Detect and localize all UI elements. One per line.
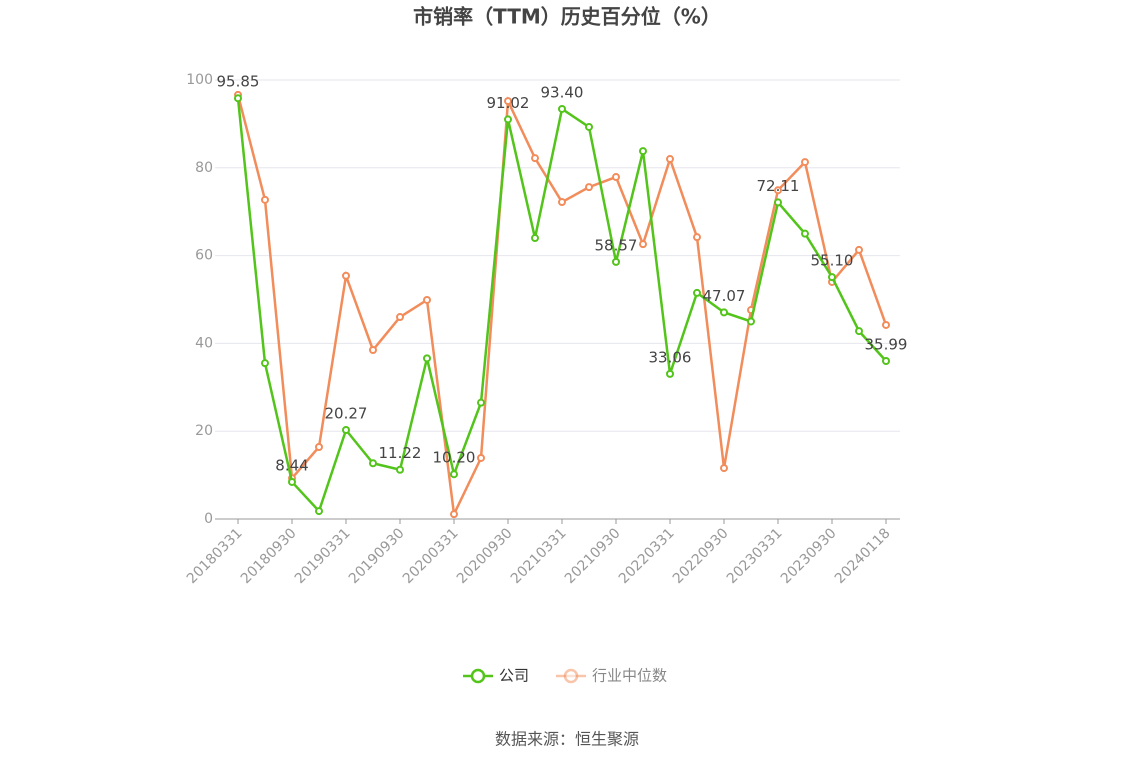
source: 数据来源：恒生聚源: [495, 730, 639, 749]
point: [558, 104, 566, 113]
point: [693, 288, 701, 297]
point: [396, 465, 404, 474]
series-line: [236, 94, 888, 519]
y-tick-label: 80: [195, 160, 213, 176]
x-tick-label: 20220331: [616, 525, 678, 587]
point: [315, 443, 323, 452]
legend-marker: [470, 668, 486, 684]
point: [450, 510, 458, 519]
x-tick-label: 20180930: [238, 525, 300, 587]
point: [504, 115, 512, 124]
data-label: 35.99: [865, 336, 908, 354]
point: [666, 155, 674, 164]
legend-label: 公司: [499, 667, 529, 685]
point: [882, 357, 890, 366]
point: [477, 453, 485, 462]
data-label: 8.44: [275, 456, 308, 474]
x-tick-label: 20230930: [778, 525, 840, 587]
point: [639, 147, 647, 156]
y-tick-label: 20: [195, 423, 213, 439]
y-tick-label: 40: [195, 335, 213, 351]
legend-label: 行业中位数: [592, 667, 667, 685]
data-label: 95.85: [217, 73, 260, 91]
point: [585, 183, 593, 192]
data-label: 33.06: [649, 348, 692, 366]
point: [639, 240, 647, 249]
point: [288, 477, 296, 486]
legend-marker: [563, 668, 579, 684]
point: [828, 273, 836, 282]
chart-title: 市销率（TTM）历史百分位（%）: [413, 5, 721, 29]
x-tick-label: 20240118: [832, 525, 894, 587]
point: [720, 308, 728, 317]
point: [423, 295, 431, 304]
point: [504, 97, 512, 106]
point: [666, 369, 674, 378]
data-label: 55.10: [811, 252, 854, 270]
point: [801, 229, 809, 238]
x-tick-label: 20220930: [670, 525, 732, 587]
point: [261, 359, 269, 368]
point: [450, 470, 458, 479]
point: [234, 94, 242, 103]
data-label: 91.02: [487, 94, 530, 112]
data-label: 11.22: [379, 444, 422, 462]
x-tick-label: 20200930: [454, 525, 516, 587]
data-label: 72.11: [757, 177, 800, 195]
data-label: 93.40: [541, 83, 584, 101]
point: [855, 327, 863, 336]
data-label: 20.27: [325, 405, 368, 423]
point: [396, 313, 404, 322]
point: [693, 233, 701, 242]
point: [855, 245, 863, 254]
point: [612, 257, 620, 266]
point: [747, 317, 755, 326]
point: [774, 186, 782, 195]
point: [342, 426, 350, 435]
point: [801, 158, 809, 167]
x-tick-label: 20190930: [346, 525, 408, 587]
x-tick-label: 20210930: [562, 525, 624, 587]
point: [558, 198, 566, 207]
point: [585, 122, 593, 131]
data-label: 58.57: [595, 236, 638, 254]
point: [261, 195, 269, 204]
point: [369, 459, 377, 468]
x-tick-label: 20190331: [292, 525, 354, 587]
point: [423, 354, 431, 363]
point: [342, 271, 350, 280]
point: [369, 345, 377, 354]
y-tick-label: 60: [195, 248, 213, 264]
y-tick-label: 0: [204, 511, 213, 527]
data-label: 10.20: [433, 449, 476, 467]
point: [612, 173, 620, 182]
x-tick-label: 20200331: [400, 525, 462, 587]
point: [315, 507, 323, 516]
x-tick-label: 20180331: [184, 525, 246, 587]
data-label: 47.07: [703, 287, 746, 305]
point: [720, 464, 728, 473]
point: [477, 398, 485, 407]
y-tick-label: 100: [186, 72, 213, 88]
x-tick-label: 20210331: [508, 525, 570, 587]
point: [882, 320, 890, 329]
point: [531, 234, 539, 243]
point: [531, 154, 539, 163]
series-line: [236, 98, 887, 514]
point: [774, 198, 782, 207]
x-tick-label: 20230331: [724, 525, 786, 587]
